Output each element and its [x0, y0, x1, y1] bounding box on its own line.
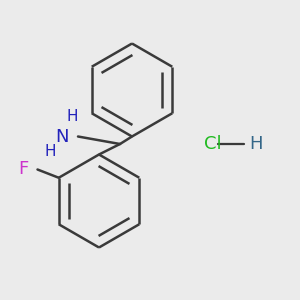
- Text: H: H: [66, 109, 78, 124]
- Text: F: F: [18, 160, 28, 178]
- Text: H: H: [44, 144, 56, 159]
- Text: N: N: [56, 128, 69, 146]
- Text: H: H: [249, 135, 262, 153]
- Text: Cl: Cl: [204, 135, 222, 153]
